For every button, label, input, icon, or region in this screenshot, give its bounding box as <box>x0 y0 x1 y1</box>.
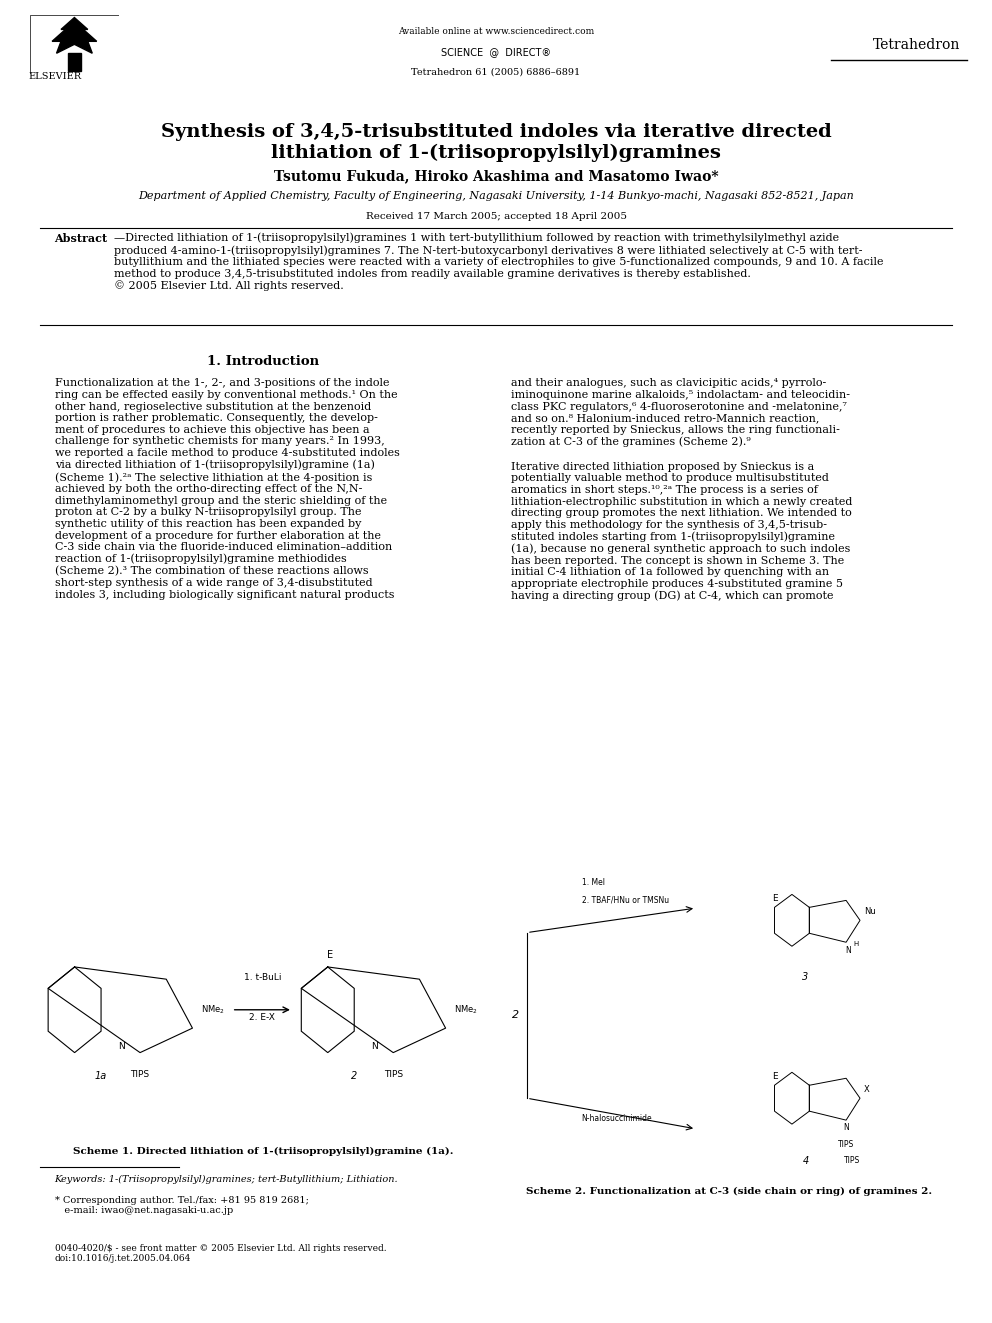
Text: 1. t-BuLi: 1. t-BuLi <box>243 974 281 982</box>
Polygon shape <box>52 17 96 53</box>
Text: 2. TBAF/HNu or TMSNu: 2. TBAF/HNu or TMSNu <box>581 896 669 905</box>
Text: N: N <box>843 1123 849 1132</box>
Text: 2. E-X: 2. E-X <box>249 1013 275 1021</box>
Text: N: N <box>118 1043 125 1050</box>
Text: TIPS: TIPS <box>843 1156 860 1166</box>
Text: H: H <box>854 941 859 947</box>
Text: Tsutomu Fukuda, Hiroko Akashima and Masatomo Iwao*: Tsutomu Fukuda, Hiroko Akashima and Masa… <box>274 169 718 184</box>
Text: Abstract: Abstract <box>55 233 108 243</box>
Text: N-halosuccinimide: N-halosuccinimide <box>581 1114 653 1123</box>
Text: 0040-4020/$ - see front matter © 2005 Elsevier Ltd. All rights reserved.
doi:10.: 0040-4020/$ - see front matter © 2005 El… <box>55 1244 386 1263</box>
Text: N: N <box>845 946 850 955</box>
Text: N: N <box>371 1043 378 1050</box>
Text: E: E <box>772 1072 778 1081</box>
Text: Functionalization at the 1-, 2-, and 3-positions of the indole
ring can be effec: Functionalization at the 1-, 2-, and 3-p… <box>55 378 400 599</box>
Text: 1. MeI: 1. MeI <box>581 877 605 886</box>
Text: TIPS: TIPS <box>384 1070 403 1078</box>
Text: Synthesis of 3,4,5-trisubstituted indoles via iterative directed
lithiation of 1: Synthesis of 3,4,5-trisubstituted indole… <box>161 123 831 163</box>
Text: TIPS: TIPS <box>131 1070 150 1078</box>
Bar <box>68 53 80 71</box>
Text: * Corresponding author. Tel./fax: +81 95 819 2681;
   e-mail: iwao@net.nagasaki-: * Corresponding author. Tel./fax: +81 95… <box>55 1196 309 1216</box>
Text: Received 17 March 2005; accepted 18 April 2005: Received 17 March 2005; accepted 18 Apri… <box>365 212 627 221</box>
Text: 4: 4 <box>803 1156 808 1167</box>
Text: 1. Introduction: 1. Introduction <box>206 355 319 368</box>
Text: 1a: 1a <box>94 1072 107 1081</box>
Text: Scheme 1. Directed lithiation of 1-(triisopropylsilyl)gramine (1a).: Scheme 1. Directed lithiation of 1-(trii… <box>72 1147 453 1156</box>
Text: TIPS: TIPS <box>838 1140 854 1150</box>
Text: —Directed lithiation of 1-(triisopropylsilyl)gramines 1 with tert-butyllithium f: —Directed lithiation of 1-(triisopropyls… <box>114 233 884 291</box>
Text: Nu: Nu <box>864 908 876 917</box>
Text: E: E <box>327 950 333 959</box>
Text: Keywords: 1-(Triisopropylsilyl)gramines; tert-Butyllithium; Lithiation.: Keywords: 1-(Triisopropylsilyl)gramines;… <box>55 1175 398 1184</box>
Text: Tetrahedron: Tetrahedron <box>873 38 960 52</box>
Text: and their analogues, such as clavicipitic acids,⁴ pyrrolo-
iminoquinone marine a: and their analogues, such as clavicipiti… <box>511 378 850 447</box>
Text: SCIENCE  @  DIRECT®: SCIENCE @ DIRECT® <box>440 48 552 58</box>
Text: Scheme 2. Functionalization at C-3 (side chain or ring) of gramines 2.: Scheme 2. Functionalization at C-3 (side… <box>526 1187 932 1196</box>
Text: 2: 2 <box>351 1072 357 1081</box>
Text: NMe$_2$: NMe$_2$ <box>454 1004 478 1016</box>
Text: ELSEVIER: ELSEVIER <box>28 73 81 82</box>
Text: 3: 3 <box>803 972 808 983</box>
Text: X: X <box>864 1085 870 1094</box>
Text: Iterative directed lithiation proposed by Snieckus is a
potentially valuable met: Iterative directed lithiation proposed b… <box>511 462 852 602</box>
Text: Available online at www.sciencedirect.com: Available online at www.sciencedirect.co… <box>398 28 594 37</box>
Text: 2: 2 <box>512 1011 519 1020</box>
Text: Department of Applied Chemistry, Faculty of Engineering, Nagasaki University, 1-: Department of Applied Chemistry, Faculty… <box>138 191 854 201</box>
Text: Tetrahedron 61 (2005) 6886–6891: Tetrahedron 61 (2005) 6886–6891 <box>412 67 580 77</box>
Text: E: E <box>772 894 778 904</box>
Text: NMe$_2$: NMe$_2$ <box>201 1004 225 1016</box>
